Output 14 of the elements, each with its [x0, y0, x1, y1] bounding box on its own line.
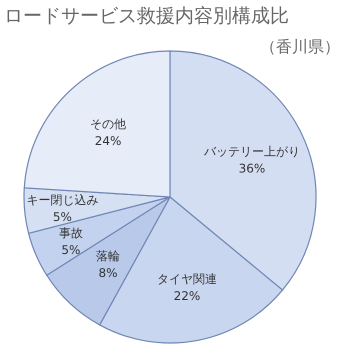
slice-label: その他	[90, 117, 126, 132]
data-label: 8%	[98, 266, 118, 280]
slice-label: 事故	[58, 226, 83, 240]
chart-title: ロードサービス救援内容別構成比	[4, 5, 289, 27]
data-label: 5%	[61, 242, 80, 257]
slice-label: バッテリー上がり	[202, 144, 300, 158]
data-label: 36%	[238, 161, 266, 176]
slice-label: 落輪	[96, 248, 120, 263]
data-label: 22%	[174, 288, 200, 303]
slice-label: タイヤ関連	[156, 272, 217, 286]
slice-label: キー閉じ込み	[26, 193, 98, 208]
data-label: 24%	[94, 134, 122, 148]
data-label: 5%	[52, 210, 72, 224]
chart-subtitle: （香川県）	[260, 37, 340, 56]
